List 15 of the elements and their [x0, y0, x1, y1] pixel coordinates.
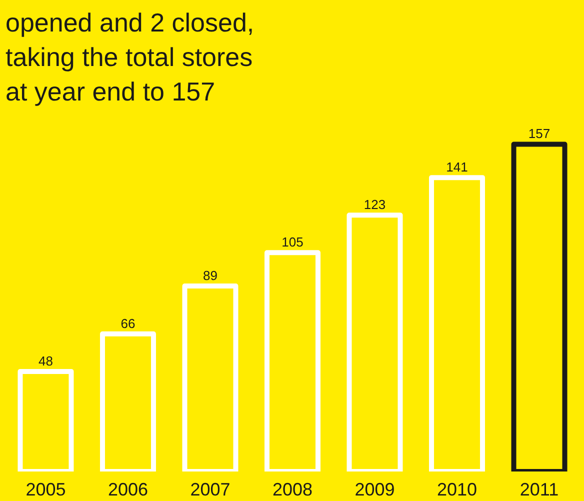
data-label: 157	[528, 126, 550, 142]
data-label: 141	[446, 160, 468, 175]
x-tick-label: 2009	[354, 480, 395, 500]
x-tick-label: 2008	[272, 480, 313, 500]
x-tick-label: 2010	[436, 480, 478, 500]
data-label: 89	[203, 268, 218, 283]
data-label: 66	[120, 316, 136, 331]
x-tick-label: 2007	[190, 480, 230, 500]
data-label: 123	[364, 197, 386, 212]
data-label: 48	[38, 353, 53, 368]
x-tick-label: 2011	[520, 480, 559, 500]
x-tick-label: 2005	[26, 480, 66, 500]
chart-title: opened and 2 closed, taking the total stores at year end to 157	[6, 8, 254, 106]
x-tick-label: 2006	[108, 480, 148, 500]
data-label: 105	[282, 234, 304, 250]
